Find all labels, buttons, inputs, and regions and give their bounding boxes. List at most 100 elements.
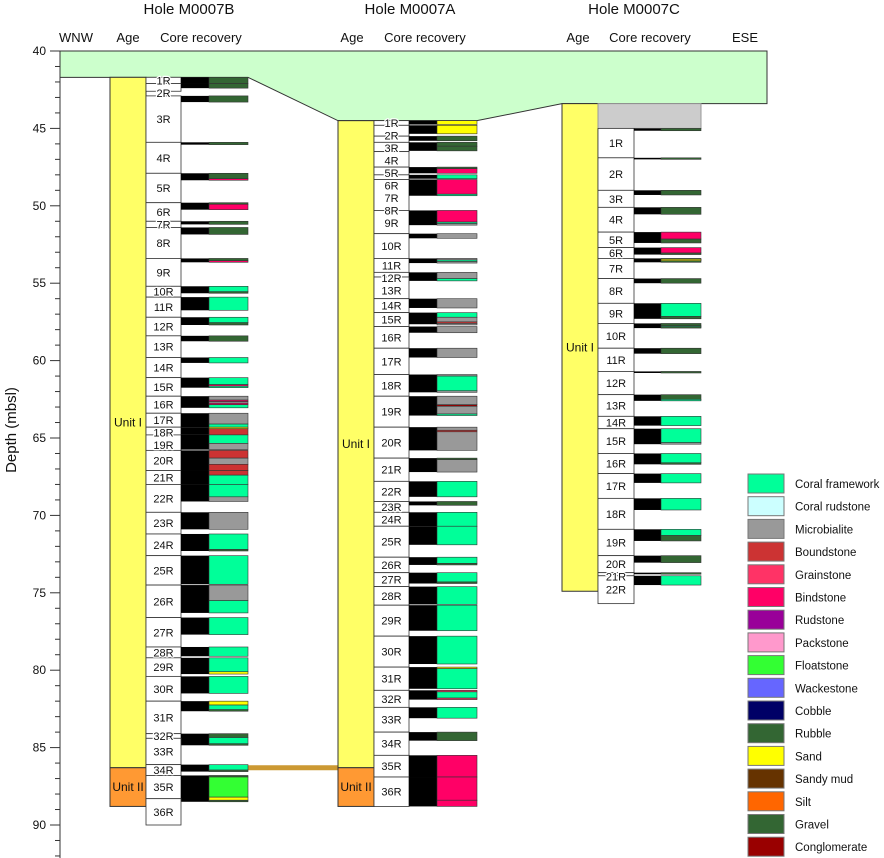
legend-swatch: [747, 496, 785, 517]
legend-swatch: [747, 609, 785, 630]
recovery-bar: [181, 512, 209, 530]
lithology-segment-coral_framework: [660, 398, 702, 402]
core-label: 19R: [153, 440, 173, 452]
recovery-bar: [634, 416, 661, 426]
core-label: 31R: [381, 674, 401, 686]
lithology-segment-bindstone: [660, 231, 702, 240]
legend-item: Microbialite: [747, 518, 853, 539]
recovery-bar: [181, 775, 209, 802]
recovery-bar: [181, 142, 209, 145]
age-header-b: Age: [116, 30, 139, 45]
recovery-bar: [409, 298, 437, 308]
core-label: 24R: [153, 540, 173, 552]
depth-axis: 40 45 50 55 60 65 70 75 80 85 90: [33, 44, 61, 858]
lithology-segment-coral_framework: [208, 357, 249, 364]
core-recovery-header-b: Core recovery: [160, 30, 242, 45]
core-label: 36R: [153, 807, 173, 819]
lithology-segment-rubble: [436, 581, 478, 584]
core-interval: [373, 776, 410, 807]
core-label: 19R: [606, 537, 626, 549]
core-label: 9R: [609, 308, 623, 320]
core-label: 35R: [381, 761, 401, 773]
recovery-bar: [409, 427, 437, 451]
legend-item: Wackestone: [747, 677, 858, 698]
recovery-bar: [409, 481, 437, 497]
lithology-segment-coral_framework: [660, 498, 702, 511]
legend-label: Microbialite: [795, 524, 853, 536]
lithology-segment-sand: [436, 125, 478, 135]
recovery-bar: [409, 586, 437, 605]
recovery-bar: [409, 179, 437, 196]
lithology-segment-coral_framework: [208, 646, 249, 657]
lithology-segment-rubble: [660, 572, 702, 575]
lithology-segment-bindstone: [208, 260, 249, 263]
lithology-segment-rubble: [660, 207, 702, 215]
recovery-bar: [409, 374, 437, 393]
core-interval: [145, 172, 182, 204]
recovery-bar: [181, 221, 209, 225]
lithology-segment-coral_framework: [660, 453, 702, 464]
core-label: 25R: [153, 565, 173, 577]
hole-title-c: Hole M0007C: [588, 1, 680, 18]
core-interval: [597, 528, 635, 557]
lithology-segment-coral_framework: [436, 691, 478, 699]
lithology-segment-microbialite: [208, 584, 249, 601]
recovery-bar: [634, 555, 661, 563]
age-unit-bar: [561, 103, 599, 592]
lithology-segment-rubble: [208, 258, 249, 262]
core-label: 7R: [609, 263, 623, 275]
lithology-segment-rubble: [660, 371, 702, 374]
core-label: 28R: [153, 647, 173, 659]
lithology-segment-coral_framework: [208, 296, 249, 311]
core-label: 21R: [381, 465, 401, 477]
core-label: 13R: [606, 400, 626, 412]
recovery-bar: [181, 676, 209, 694]
core-interval: [597, 473, 635, 499]
recovery-bar: [409, 272, 437, 281]
recovery-bar: [181, 317, 209, 325]
core-interval: [145, 258, 182, 287]
recovery-bar: [634, 498, 661, 510]
recovery-bar: [181, 617, 209, 635]
lithology-segment-bindstone: [436, 799, 478, 807]
recovery-bar: [409, 142, 437, 151]
lithology-segment-microbialite: [436, 347, 478, 358]
lithology-segment-coral_framework: [208, 423, 249, 428]
lithology-segment-coral_framework: [436, 707, 478, 719]
recovery-bar: [181, 733, 209, 746]
recovery-bar: [409, 458, 437, 473]
lithology-segment-rubble: [208, 83, 249, 89]
core-label: 12R: [153, 322, 173, 334]
core-interval: [145, 95, 182, 143]
core-label: 33R: [153, 746, 173, 758]
lithology-segment-rubble: [208, 335, 249, 342]
core-label: 34R: [153, 765, 173, 777]
core-label: 18R: [153, 428, 173, 440]
core-label: 8R: [609, 286, 623, 298]
core-label: 27R: [153, 627, 173, 639]
lithology-segment-coral_framework: [660, 416, 702, 426]
core-label: 16R: [153, 400, 173, 412]
age-unit-label: Unit II: [112, 780, 143, 794]
core-label: 16R: [381, 332, 401, 344]
legend-label: Sand: [795, 751, 822, 763]
core-label: 17R: [153, 415, 173, 427]
lithology-segment-rubble: [660, 462, 702, 465]
tick-label: 65: [33, 431, 47, 445]
lithology-segment-coral_framework: [436, 572, 478, 583]
recovery-bar: [634, 190, 661, 195]
legend-item: Packstone: [747, 632, 849, 653]
lithology-segment-coral_framework: [208, 555, 249, 585]
lithology-segment-coral_framework: [208, 434, 249, 444]
core-label: 36R: [381, 787, 401, 799]
lithology-segment-microbialite: [208, 443, 249, 450]
core-label: 11R: [154, 302, 173, 314]
recovery-bar: [181, 202, 209, 210]
core-label: 24R: [381, 514, 401, 526]
recovery-bar: [409, 777, 437, 807]
legend-label: Boundstone: [795, 547, 856, 559]
lithology-segment-rubble: [660, 347, 702, 354]
lithology-segment-microbialite: [436, 426, 478, 431]
recovery-bar: [409, 690, 437, 700]
